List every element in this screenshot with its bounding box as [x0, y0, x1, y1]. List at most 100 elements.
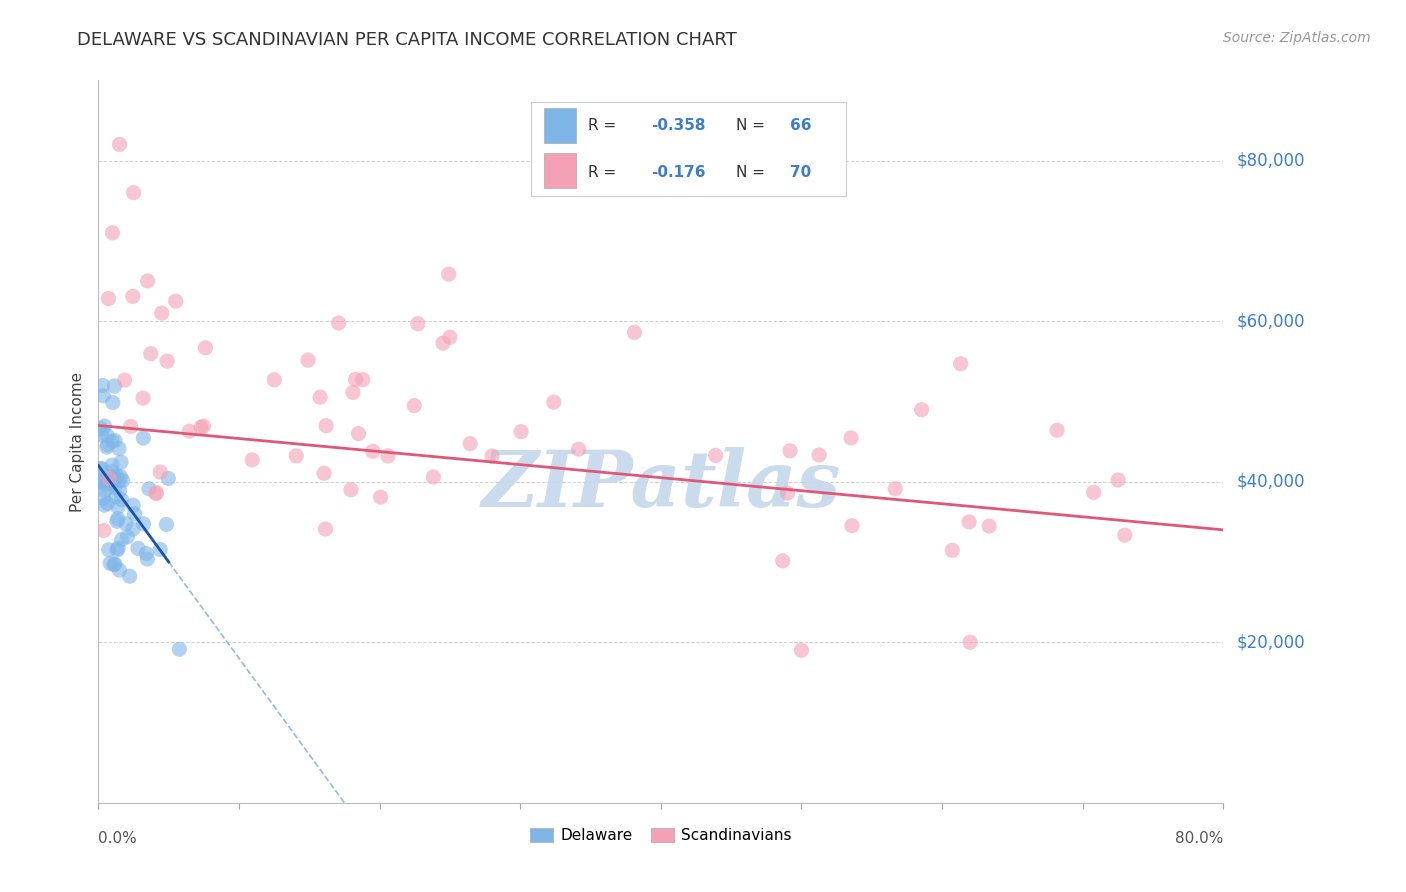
- Point: [157, 471, 180, 485]
- Point: [132, 391, 155, 405]
- Point: [422, 470, 444, 484]
- Point: [136, 274, 159, 288]
- Point: [91, 389, 114, 403]
- Point: [104, 480, 127, 494]
- Point: [406, 317, 429, 331]
- Point: [568, 442, 591, 457]
- Point: [190, 420, 212, 434]
- Point: [122, 186, 145, 200]
- Point: [89, 474, 111, 488]
- Point: [93, 498, 115, 512]
- Point: [437, 267, 460, 281]
- Point: [115, 516, 138, 531]
- Text: ZIPatlas: ZIPatlas: [481, 447, 841, 523]
- Point: [118, 569, 141, 583]
- Point: [111, 474, 134, 488]
- Text: $60,000: $60,000: [1237, 312, 1306, 330]
- Point: [98, 557, 121, 571]
- Text: $20,000: $20,000: [1237, 633, 1306, 651]
- Point: [96, 440, 118, 454]
- Point: [315, 418, 337, 433]
- Point: [96, 477, 118, 491]
- Point: [101, 471, 124, 485]
- Point: [370, 490, 392, 504]
- Point: [101, 458, 124, 473]
- Point: [91, 428, 114, 442]
- Point: [105, 543, 128, 558]
- Point: [342, 385, 364, 400]
- Point: [145, 485, 167, 500]
- Point: [297, 353, 319, 368]
- Point: [105, 468, 128, 483]
- Point: [1107, 473, 1129, 487]
- Point: [104, 490, 127, 504]
- Point: [155, 517, 177, 532]
- Point: [127, 541, 149, 556]
- Point: [957, 515, 980, 529]
- Legend: Delaware, Scandinavians: Delaware, Scandinavians: [523, 822, 799, 849]
- Point: [138, 482, 160, 496]
- Point: [101, 465, 124, 479]
- Point: [884, 482, 907, 496]
- Point: [263, 373, 285, 387]
- Point: [93, 491, 115, 506]
- Text: $40,000: $40,000: [1237, 473, 1306, 491]
- Point: [136, 552, 159, 566]
- Point: [132, 516, 155, 531]
- Point: [312, 467, 335, 481]
- Point: [776, 486, 799, 500]
- Text: DELAWARE VS SCANDINAVIAN PER CAPITA INCOME CORRELATION CHART: DELAWARE VS SCANDINAVIAN PER CAPITA INCO…: [77, 31, 737, 49]
- Point: [103, 558, 125, 572]
- Point: [910, 402, 932, 417]
- Point: [194, 341, 217, 355]
- Point: [107, 500, 129, 514]
- Point: [1083, 485, 1105, 500]
- Point: [169, 642, 191, 657]
- Point: [543, 395, 565, 409]
- Point: [328, 316, 350, 330]
- Point: [108, 442, 131, 456]
- Point: [91, 461, 114, 475]
- Point: [93, 475, 115, 489]
- Point: [458, 436, 481, 450]
- Point: [432, 336, 454, 351]
- Point: [352, 373, 374, 387]
- Text: 0.0%: 0.0%: [98, 830, 138, 846]
- Point: [314, 522, 336, 536]
- Point: [93, 419, 115, 434]
- Point: [96, 496, 118, 510]
- Point: [145, 486, 167, 500]
- Point: [122, 498, 145, 512]
- Point: [94, 483, 117, 498]
- Point: [839, 431, 862, 445]
- Point: [110, 492, 132, 507]
- Point: [104, 471, 127, 485]
- Point: [100, 474, 122, 488]
- Point: [439, 330, 461, 344]
- Point: [340, 483, 363, 497]
- Text: $80,000: $80,000: [1237, 152, 1306, 169]
- Point: [105, 514, 128, 528]
- Point: [361, 444, 384, 458]
- Point: [285, 449, 308, 463]
- Point: [98, 471, 121, 485]
- Point: [344, 372, 367, 386]
- Point: [107, 511, 129, 525]
- Point: [132, 431, 155, 445]
- Point: [93, 524, 115, 538]
- Point: [790, 643, 813, 657]
- Point: [150, 306, 173, 320]
- Point: [124, 507, 146, 521]
- Point: [165, 294, 187, 309]
- Point: [704, 449, 727, 463]
- Point: [104, 434, 127, 448]
- Point: [101, 395, 124, 409]
- Point: [90, 422, 112, 436]
- Point: [510, 425, 533, 439]
- Point: [623, 326, 645, 340]
- Point: [149, 542, 172, 557]
- Point: [404, 399, 426, 413]
- Point: [111, 533, 134, 547]
- Point: [114, 373, 136, 387]
- Point: [481, 449, 503, 463]
